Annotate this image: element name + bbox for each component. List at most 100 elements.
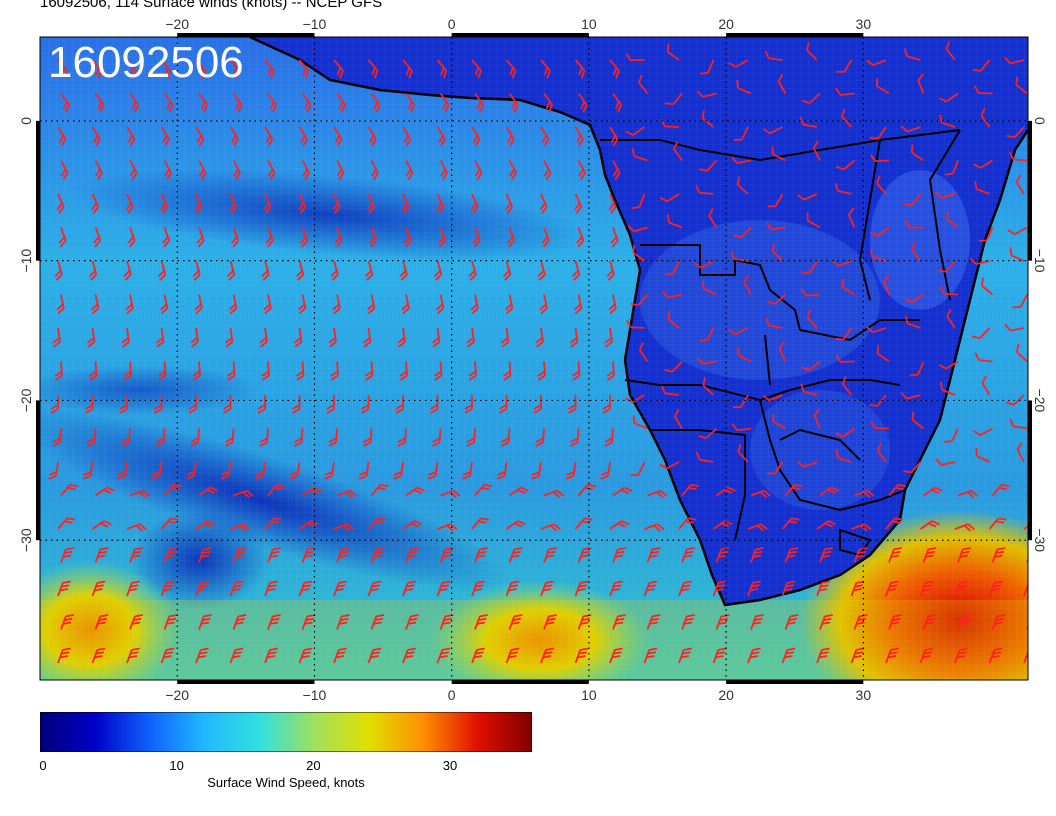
wind-barb [190,428,200,447]
wind-barb [800,383,818,396]
wind-barb [229,193,238,214]
wind-barb [609,126,619,147]
wind-barb [943,428,959,443]
wind-barb [750,547,764,563]
wind-barb [712,647,727,664]
country-borders [600,129,961,557]
wind-barb [226,361,236,381]
wind-barb [980,277,994,296]
wind-barb [91,126,101,147]
wind-barb [980,107,991,128]
wind-barb [298,193,307,214]
frame-bar-left [36,120,40,261]
wind-barb [402,580,416,597]
wind-barb [869,153,890,163]
wind-barb [854,489,875,498]
wind-barb [292,395,301,414]
wind-barb [574,193,583,214]
wind-barb [93,227,102,248]
wind-barb [574,647,589,664]
wind-barb [60,547,74,563]
wind-barb [885,580,899,597]
wind-barb [57,517,76,530]
lat-tick-label-left: −30 [18,528,34,552]
wind-barb [919,647,934,664]
wind-barb [981,375,991,396]
wind-barb [301,547,316,563]
wind-barb [797,460,818,468]
wind-barb [608,193,617,214]
wind-barb [606,260,615,281]
wind-barb [1009,247,1025,262]
wind-barb [163,547,178,563]
wind-barb [508,614,523,630]
wind-barb [508,547,523,563]
wind-barb [126,647,140,664]
wind-barb [631,193,646,210]
wind-barb [533,395,542,414]
lon-tick-label-top: 20 [718,16,734,32]
wind-barb [397,327,406,348]
wind-barb [56,294,65,315]
wind-barb [94,160,103,181]
wind-barb [781,517,800,530]
wind-barb [750,614,764,630]
wind-barb [733,226,752,239]
lon-tick-label-bottom: 30 [856,687,872,700]
wind-barb [659,461,680,470]
wind-barb [841,108,853,128]
wind-barb [733,126,749,142]
wind-barb [975,447,990,463]
wind-barb [121,327,130,348]
wind-barb [232,160,241,181]
wind-barb [888,483,907,497]
wind-barb [1009,418,1028,430]
wind-barb [470,294,479,315]
wind-barb [160,126,170,147]
frame-bar-top [451,33,589,37]
wind-barb [816,647,830,664]
wind-barb [806,212,821,229]
wind-barb [126,523,147,532]
wind-barb [971,327,991,340]
wind-barb [123,260,132,281]
colorbar-gradient [39,711,533,753]
wind-barb [334,227,343,248]
wind-barb [468,361,477,381]
wind-barb [367,517,386,530]
wind-barb [664,360,683,373]
wind-barb [198,92,209,113]
wind-barb [569,428,580,447]
wind-barb [695,451,714,463]
lat-tick-label-left: −10 [18,249,34,273]
colorbar-tick-label: 30 [442,758,458,773]
wind-barb [540,647,554,664]
wind-barb [800,288,821,297]
lat-tick-label-right: −10 [1032,249,1048,273]
wind-barb [94,547,109,563]
wind-barb [255,461,266,480]
wind-barb [870,420,890,430]
wind-barb [737,347,752,363]
wind-barb [747,580,761,597]
wind-barb [543,160,552,181]
wind-barb [841,376,853,396]
wind-barb [1004,323,1025,332]
wind-barb [261,361,270,381]
wind-barb [900,125,921,133]
wind-barb [577,160,586,181]
wind-barb [508,486,529,497]
wind-barb [969,257,990,266]
wind-barb [712,580,727,597]
wind-barb [160,647,175,664]
wind-barb [60,92,71,113]
wind-barb [922,547,937,563]
wind-barb [330,361,339,381]
wind-barb [1015,76,1028,95]
wind-barb [196,227,205,248]
wind-barb [646,614,661,630]
wind-barb [264,517,283,530]
wind-barb [764,50,783,61]
wind-barb [699,159,718,172]
lon-tick-label-bottom: −20 [165,687,189,700]
